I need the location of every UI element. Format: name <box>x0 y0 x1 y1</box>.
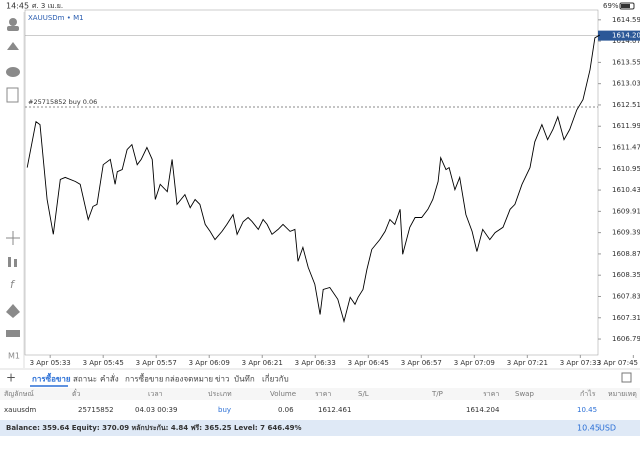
chart-title: XAUUSDm • M1 <box>28 14 84 22</box>
indicator-icon[interactable]: f <box>10 278 16 291</box>
table-header: Swap <box>515 390 534 398</box>
y-tick-label: 1608.350 <box>612 271 640 279</box>
x-tick-label: 3 Apr 07:45 <box>597 359 638 367</box>
y-tick-label: 1614.070 <box>612 37 640 45</box>
profit-currency: USD <box>599 424 616 433</box>
y-tick-label: 1613.030 <box>612 80 640 88</box>
table-cell: 25715852 <box>78 406 114 414</box>
positions-table: สัญลักษณ์ ตั๋ว เวลา ประเภท Volume ราคา S/L T/P ร… <box>4 389 637 414</box>
table-cell: 1614.204 <box>466 406 500 414</box>
x-tick-label: 3 Apr 07:09 <box>454 359 495 367</box>
battery-level <box>621 4 630 8</box>
table-cell: xauusdm <box>4 406 36 414</box>
tab[interactable]: คำสั่ง <box>100 373 119 384</box>
template-icon[interactable] <box>6 330 20 337</box>
expand-icon[interactable] <box>621 372 632 383</box>
tab[interactable]: กล่องจดหมาย <box>165 375 213 384</box>
y-tick-label: 1609.390 <box>612 229 640 237</box>
x-tick-label: 3 Apr 05:33 <box>30 359 71 367</box>
total-profit: 10.45 <box>577 424 600 433</box>
bid-label-bg <box>598 30 640 41</box>
y-tick-label: 1613.550 <box>612 58 640 66</box>
table-header: หมายเหตุ <box>608 390 637 398</box>
status-time: 14:45 <box>6 2 29 11</box>
y-tick-label: 1609.910 <box>612 207 640 215</box>
x-tick-label: 3 Apr 05:45 <box>83 359 124 367</box>
y-tick-label: 1611.470 <box>612 144 640 152</box>
x-tick-label: 3 Apr 07:21 <box>507 359 548 367</box>
y-tick-label: 1612.510 <box>612 101 640 109</box>
table-header: กำไร <box>580 389 596 398</box>
tab[interactable]: เกี่ยวกับ <box>262 373 289 384</box>
y-tick-label: 1606.790 <box>612 335 640 343</box>
tab-bar: การซื้อขาย สถานะ คำสั่ง การซื้อขาย กล่องจดหม… <box>30 373 289 387</box>
x-tick-label: 3 Apr 06:57 <box>401 359 442 367</box>
table-cell: 10.45 <box>577 406 597 414</box>
table-header: ประเภท <box>208 390 232 398</box>
table-cell: buy <box>218 406 231 414</box>
tab[interactable]: ข่าว <box>215 375 229 384</box>
tab[interactable]: การซื้อขาย <box>125 373 164 384</box>
chat-icon[interactable] <box>6 67 20 77</box>
x-tick-label: 3 Apr 06:33 <box>295 359 336 367</box>
battery-icon <box>619 2 635 10</box>
objects-icon[interactable] <box>6 304 20 318</box>
table-cell: 0.06 <box>278 406 294 414</box>
add-button[interactable]: + <box>6 371 16 385</box>
y-tick-label: 1610.430 <box>612 186 640 194</box>
candle-icon[interactable] <box>14 259 17 267</box>
account-icon-body[interactable] <box>7 26 19 31</box>
balance-bar <box>0 420 640 436</box>
y-tick-label: 1610.950 <box>612 165 640 173</box>
table-cell: 1612.461 <box>318 406 351 414</box>
table-header: ราคา <box>315 390 331 398</box>
x-tick-label: 3 Apr 06:45 <box>348 359 389 367</box>
new-order-icon[interactable] <box>6 87 19 103</box>
table-cell: 04.03 00:39 <box>135 406 177 414</box>
tab[interactable]: การซื้อขาย <box>32 373 71 384</box>
table-header: S/L <box>358 390 369 398</box>
tab[interactable]: สถานะ <box>73 375 97 384</box>
tab[interactable]: บันทึก <box>234 375 255 384</box>
candle-icon[interactable] <box>8 257 11 267</box>
table-header: ราคา <box>483 390 499 398</box>
x-tick-label: 3 Apr 07:33 <box>560 359 601 367</box>
bid-label: 1614.204 <box>612 32 640 40</box>
x-tick-label: 3 Apr 06:09 <box>189 359 230 367</box>
y-tick-label: 1614.590 <box>612 16 640 24</box>
toolbar: f <box>6 18 20 337</box>
account-icon[interactable] <box>9 18 17 26</box>
table-header: สัญลักษณ์ <box>4 390 34 398</box>
table-header-bg <box>0 388 640 400</box>
y-tick-label: 1607.310 <box>612 314 640 322</box>
order-label: #25715852 buy 0.06 <box>28 98 97 106</box>
x-tick-label: 3 Apr 06:21 <box>242 359 283 367</box>
status-battery: 69% <box>603 2 619 10</box>
plot-frame <box>24 9 599 356</box>
table-header: ตั๋ว <box>72 389 81 398</box>
price-line <box>26 34 601 324</box>
table-header: T/P <box>431 390 443 398</box>
x-tick-label: 3 Apr 05:57 <box>136 359 177 367</box>
y-tick-label: 1608.870 <box>612 250 640 258</box>
table-header: เวลา <box>148 390 163 398</box>
balance-text: Balance: 359.64 Equity: 370.09 หลักประกั… <box>6 424 301 432</box>
chart: XAUUSDm • M1 1614.590 1614.070 1613.550 1613… <box>24 9 640 367</box>
y-tick-label: 1607.830 <box>612 292 640 300</box>
trade-icon[interactable] <box>7 42 19 50</box>
status-date: ศ. 3 เม.ย. <box>32 2 63 10</box>
table-header: Volume <box>270 390 296 398</box>
y-tick-label: 1611.990 <box>612 122 640 130</box>
timeframe-button[interactable]: M1 <box>8 352 20 361</box>
